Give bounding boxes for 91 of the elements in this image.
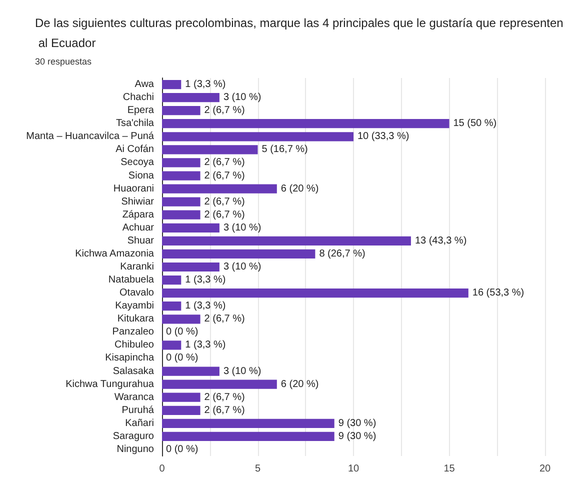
- data-label: 2 (6,7 %): [204, 170, 245, 182]
- x-tick-label: 15: [444, 464, 456, 474]
- bar: [162, 288, 468, 298]
- data-label: 2 (6,7 %): [204, 209, 245, 220]
- data-label: 6 (20 %): [280, 183, 319, 194]
- y-tick-label: Panzaleo: [112, 326, 154, 338]
- text: 30 respuestas: [35, 56, 92, 66]
- data-label: 3 (10 %): [223, 222, 262, 234]
- y-tick-label: Awa: [134, 79, 154, 90]
- data-label: 15 (50 %): [453, 118, 497, 130]
- bar: [162, 432, 334, 442]
- bar: [162, 119, 450, 128]
- y-tick-label: Siona: [128, 170, 154, 182]
- bar: [162, 197, 200, 206]
- data-label: 3 (10 %): [223, 366, 262, 377]
- data-label: 2 (6,7 %): [204, 314, 245, 325]
- y-tick-label: Achuar: [122, 222, 155, 234]
- y-tick-label: Kitukara: [117, 314, 154, 325]
- bar: [162, 223, 220, 232]
- y-tick-label: Secoya: [120, 157, 154, 168]
- bar: [162, 302, 182, 311]
- x-tick-label: 20: [539, 464, 551, 474]
- bar: [162, 210, 200, 220]
- y-tick-label: Manta – Huancavilca – Puná: [26, 131, 154, 142]
- y-tick-label: Ninguno: [116, 444, 154, 455]
- data-label: 2 (6,7 %): [204, 392, 245, 403]
- y-tick-label: Zápara: [122, 209, 154, 220]
- data-label: 3 (10 %): [223, 262, 262, 272]
- y-tick-label: Chibuleo: [114, 340, 154, 351]
- data-label: 6 (20 %): [280, 378, 319, 390]
- data-label: 16 (53,3 %): [472, 288, 524, 299]
- y-tick-label: Ai Cofán: [116, 144, 154, 156]
- bar: [162, 392, 200, 402]
- data-label: 2 (6,7 %): [204, 196, 245, 208]
- data-label: 1 (3,3 %): [185, 300, 226, 312]
- bar: [162, 366, 220, 376]
- data-label: 8 (26,7 %): [319, 248, 366, 260]
- y-tick-label: Saraguro: [112, 430, 154, 442]
- data-label: 1 (3,3 %): [185, 79, 226, 90]
- data-label: 0 (0 %): [166, 326, 198, 338]
- y-tick-label: Karanki: [120, 262, 154, 272]
- data-label: 1 (3,3 %): [185, 274, 226, 286]
- y-tick-label: Kañari: [125, 418, 154, 429]
- data-label: 0 (0 %): [166, 352, 198, 364]
- bar: [162, 171, 200, 180]
- bar: [162, 80, 182, 90]
- bar: [162, 249, 316, 259]
- y-tick-label: Kayambi: [115, 300, 154, 312]
- bar: [162, 145, 258, 154]
- data-label: 2 (6,7 %): [204, 157, 245, 168]
- data-label: 13 (43,3 %): [414, 235, 467, 246]
- bar: [162, 380, 277, 389]
- data-label: 9 (30 %): [338, 430, 376, 442]
- data-label: 2 (6,7 %): [204, 105, 245, 116]
- data-label: 0 (0 %): [166, 444, 198, 455]
- y-tick-label: Epera: [127, 105, 154, 116]
- data-label: 2 (6,7 %): [204, 404, 245, 416]
- y-tick-label: Waranca: [114, 392, 154, 403]
- x-tick-label: 5: [254, 464, 261, 474]
- data-label: 5 (16,7 %): [262, 144, 308, 156]
- bar: [162, 418, 334, 428]
- y-tick-label: Kichwa Amazonia: [75, 248, 154, 260]
- y-tick-label: Otavalo: [120, 288, 154, 299]
- data-label: 10 (33,3 %): [358, 131, 410, 142]
- y-tick-label: Shiwiar: [121, 196, 155, 208]
- bar: [162, 92, 220, 102]
- data-label: 1 (3,3 %): [185, 340, 226, 351]
- y-tick-label: Natabuela: [108, 274, 154, 286]
- bar: [162, 158, 200, 168]
- bar: [162, 106, 200, 116]
- bar: [162, 236, 411, 246]
- y-tick-label: Kichwa Tungurahua: [66, 378, 154, 390]
- bar: [162, 340, 182, 350]
- y-tick-label: Salasaka: [112, 366, 154, 377]
- y-tick-label: Tsa'chila: [116, 118, 154, 130]
- y-tick-label: Huaorani: [113, 183, 154, 194]
- bar: [162, 132, 354, 142]
- y-tick-label: Puruhá: [122, 404, 154, 416]
- bar: [162, 275, 182, 285]
- data-label: 9 (30 %): [338, 418, 376, 429]
- bar: [162, 262, 220, 272]
- x-tick-label: 0: [159, 464, 166, 474]
- y-tick-label: Kisapincha: [105, 352, 154, 364]
- chart-title: De las siguientes culturas precolombinas, marque las 4 principales que le gustaría que representen al Ecuador: [35, 16, 564, 50]
- y-tick-label: Shuar: [127, 235, 155, 246]
- data-label: 3 (10 %): [223, 92, 262, 104]
- y-tick-label: Chachi: [122, 92, 154, 104]
- bar: [162, 406, 200, 415]
- bar: [162, 184, 277, 194]
- x-tick-label: 10: [348, 464, 360, 474]
- bar: [162, 314, 200, 324]
